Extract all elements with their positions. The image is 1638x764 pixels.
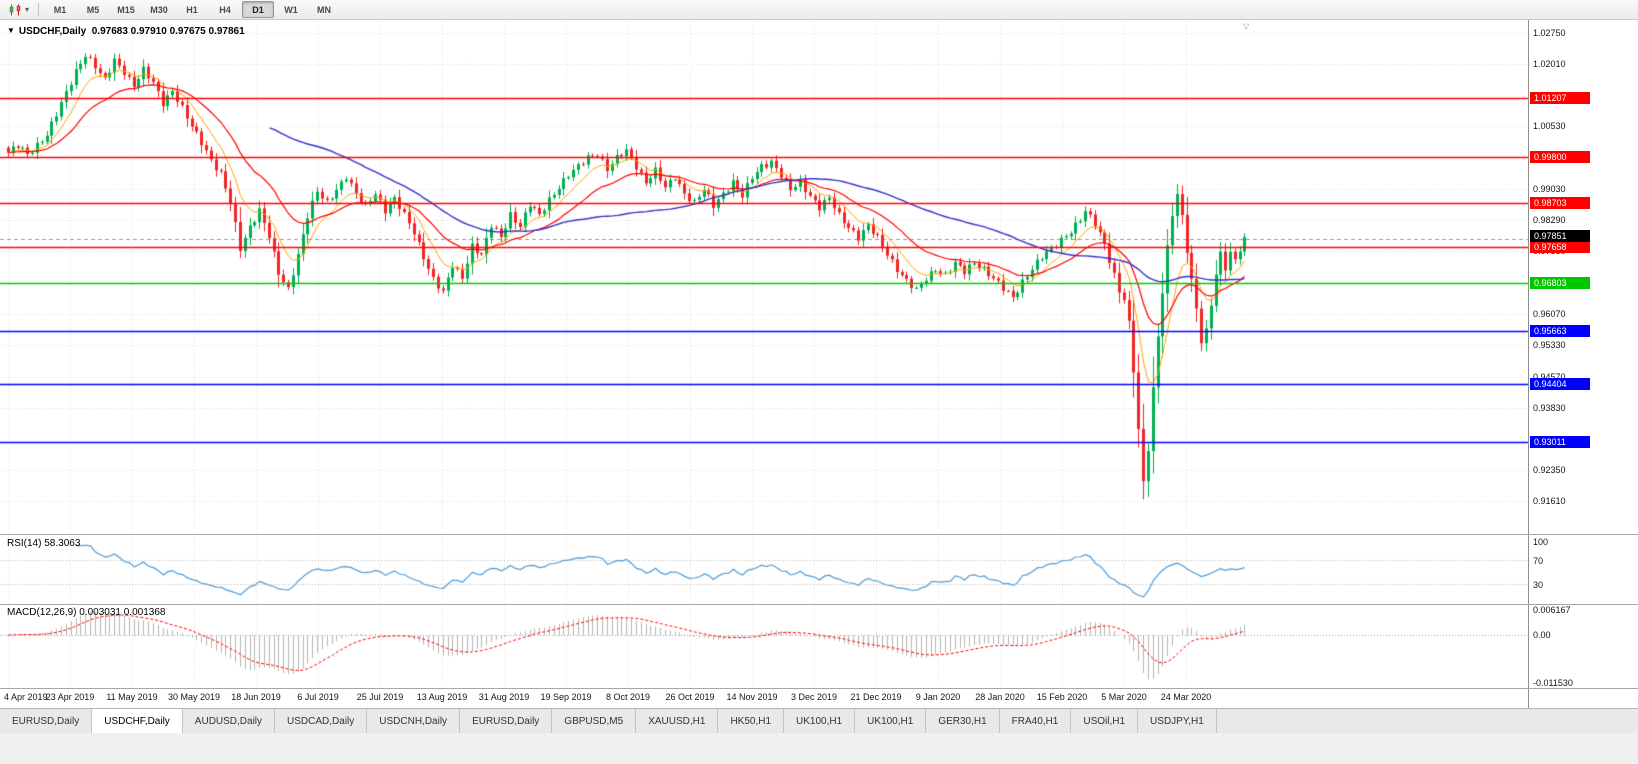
chart-tab-hk50-h1[interactable]: HK50,H1: [718, 709, 785, 733]
timeframe-buttons: M1 M5 M15 M30 H1 H4 D1 W1 MN: [44, 1, 340, 18]
time-axis-label: 25 Jul 2019: [356, 692, 404, 702]
toolbar-separator: [38, 3, 40, 16]
time-axis-label: 11 May 2019: [106, 692, 158, 702]
time-axis-label: 24 Mar 2020: [1160, 692, 1212, 702]
timeframe-button-d1[interactable]: D1: [242, 1, 275, 18]
price-axis-tick: 0.99030: [1533, 184, 1566, 195]
price-axis-tick: 0.94570: [1533, 372, 1566, 382]
chart-tab-gbpusd-m5[interactable]: GBPUSD,M5: [552, 709, 637, 733]
rsi-axis-tick: 100: [1533, 537, 1549, 547]
chart-type-button[interactable]: ▾: [4, 2, 33, 18]
chart-tab-audusd-daily[interactable]: AUDUSD,Daily: [182, 709, 276, 733]
chart-symbol-label: USDCHF,Daily: [18, 26, 87, 37]
price-level-badge: 1.01207: [1530, 91, 1590, 104]
chart-tab-usoil-h1[interactable]: USOil,H1: [1071, 709, 1139, 733]
macd-indicator-pane[interactable]: [0, 605, 1528, 688]
time-axis-label: 26 Oct 2019: [665, 692, 715, 702]
price-axis-tick: 0.92350: [1533, 464, 1566, 475]
chart-tab-uk100-h1[interactable]: UK100,H1: [784, 709, 856, 733]
chart-marker-icon: ▼: [7, 26, 15, 35]
price-axis-tick: 0.96070: [1533, 308, 1566, 319]
time-axis-label: 28 Jan 2020: [975, 692, 1025, 702]
chart-tab-usdcad-daily[interactable]: USDCAD,Daily: [275, 709, 368, 733]
chart-tab-uk100-h1[interactable]: UK100,H1: [855, 709, 927, 733]
price-level-badge: 0.98703: [1530, 197, 1590, 209]
time-axis-label: 5 Mar 2020: [1101, 692, 1147, 702]
macd-axis-tick: 0.00: [1533, 629, 1551, 640]
rsi-title-label: RSI(14) 58.3063: [7, 538, 81, 549]
price-axis-tick: 0.93830: [1533, 402, 1566, 413]
rsi-title: RSI(14) 58.3063: [7, 538, 80, 549]
chart-tab-fra40-h1[interactable]: FRA40,H1: [999, 709, 1072, 733]
timeframe-button-mn[interactable]: MN: [317, 4, 332, 15]
chart-tab-usdchf-daily[interactable]: USDCHF,Daily: [92, 709, 183, 733]
time-axis-label: 19 Sep 2019: [540, 692, 592, 702]
timeframe-button-w1[interactable]: W1: [284, 4, 298, 15]
time-axis-label: 21 Dec 2019: [850, 692, 902, 702]
toolbar: ▾ M1 M5 M15 M30 H1 H4 D1 W1 MN: [0, 0, 1638, 20]
price-chart-pane[interactable]: [0, 21, 1528, 534]
price-level-badge: 0.99800: [1530, 150, 1590, 163]
timeframe-button-m1[interactable]: M1: [53, 4, 67, 15]
time-axis-label: 15 Feb 2020: [1036, 692, 1088, 702]
price-level-badge: 0.96803: [1530, 276, 1590, 289]
price-axis-tick: 1.02750: [1533, 28, 1566, 38]
time-axis-label: 6 Jul 2019: [297, 692, 339, 702]
time-axis-label: 31 Aug 2019: [478, 692, 530, 702]
price-level-badge: 0.97658: [1530, 240, 1590, 253]
price-level-badge: 0.93011: [1530, 436, 1590, 449]
time-axis-label: 8 Oct 2019: [605, 692, 651, 702]
macd-axis-tick: -0.011530: [1533, 677, 1573, 688]
status-bar: [0, 732, 1638, 764]
time-axis-label: 9 Jan 2020: [915, 692, 961, 702]
candlestick-chart-icon: [9, 4, 21, 15]
chart-tab-eurusd-daily[interactable]: EURUSD,Daily: [0, 709, 93, 733]
chart-tab-usdcnh-daily[interactable]: USDCNH,Daily: [367, 709, 461, 733]
chart-shift-marker: ▽: [1243, 22, 1250, 31]
timeframe-button-m15[interactable]: M15: [117, 4, 135, 15]
pane-divider[interactable]: [0, 604, 1638, 605]
chart-tabs-bar: EURUSD,Daily USDCHF,Daily AUDUSD,Daily USDC…: [0, 708, 1638, 733]
price-level-badge: 0.94404: [1530, 377, 1590, 390]
macd-axis-tick: 0.006167: [1533, 605, 1571, 615]
chart-tab-ger30-h1[interactable]: GER30,H1: [926, 709, 1000, 733]
chevron-down-icon: ▾: [25, 4, 30, 14]
time-axis-label: 14 Nov 2019: [726, 692, 778, 702]
time-axis-label: 13 Aug 2019: [416, 692, 468, 702]
rsi-indicator-pane[interactable]: [0, 535, 1528, 604]
time-axis-label: 3 Dec 2019: [790, 692, 838, 702]
chart-ohlc-label: 0.97683 0.97910 0.97675 0.97861: [91, 26, 245, 37]
price-level-badge: 0.95663: [1530, 324, 1590, 337]
price-axis-separator: [1528, 20, 1529, 708]
chart-window-title: ▼ USDCHF,Daily 0.97683 0.97910 0.97675 0.…: [7, 26, 245, 37]
price-axis-tick: 0.91610: [1533, 495, 1566, 506]
price-axis-tick: 1.00530: [1533, 121, 1566, 132]
rsi-axis-tick: 30: [1533, 580, 1544, 591]
macd-title: MACD(12,26,9) 0.003031 0.001368: [7, 607, 165, 618]
price-axis-tick: 1.02010: [1533, 59, 1566, 70]
timeframe-button-m30[interactable]: M30: [150, 4, 168, 15]
time-axis-label: 4 Apr 2019: [4, 692, 48, 702]
price-axis-tick: 0.98290: [1533, 215, 1566, 226]
timeframe-button-m5[interactable]: M5: [86, 4, 100, 15]
macd-title-label: MACD(12,26,9) 0.003031 0.001368: [7, 607, 166, 618]
time-axis-label: 30 May 2019: [167, 692, 221, 702]
chart-tab-usdjpy-h1[interactable]: USDJPY,H1: [1138, 709, 1217, 733]
time-axis-label: 18 Jun 2019: [231, 692, 281, 702]
pane-divider[interactable]: [0, 534, 1638, 535]
time-axis-label: 23 Apr 2019: [45, 692, 95, 702]
timeframe-button-h4[interactable]: H4: [219, 4, 231, 15]
chart-tab-xauusd-h1[interactable]: XAUUSD,H1: [636, 709, 719, 733]
chart-tab-eurusd-daily[interactable]: EURUSD,Daily: [460, 709, 553, 733]
price-axis-tick: 0.95330: [1533, 339, 1566, 350]
pane-divider: [0, 688, 1638, 689]
current-price-badge: 0.97851: [1530, 229, 1590, 242]
rsi-axis-tick: 70: [1533, 555, 1544, 566]
timeframe-button-h1[interactable]: H1: [186, 4, 198, 15]
